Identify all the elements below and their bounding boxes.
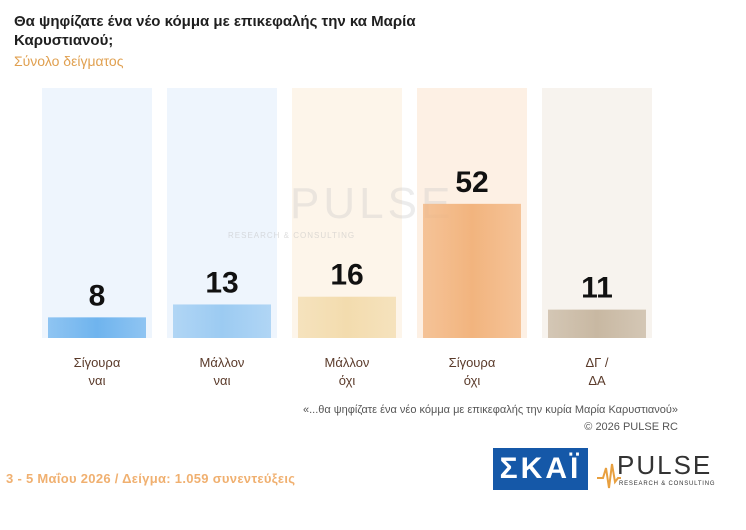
pulse-logo: PULSE RESEARCH & CONSULTING [597, 450, 715, 492]
category-label: όχι [464, 373, 481, 388]
category-label: Σίγουρα [74, 355, 121, 370]
skai-logo: ΣΚΑΪ [493, 448, 588, 490]
bar-3 [423, 203, 521, 338]
bar-value-label: 13 [205, 266, 238, 299]
pulse-wave-icon [597, 463, 621, 489]
skai-logo-text: ΣΚΑΪ [499, 452, 582, 485]
question-quote: «...θα ψηφίζατε ένα νέο κόμμα με επικεφα… [302, 404, 678, 416]
bar-background-2 [292, 88, 402, 338]
bar-background-0 [42, 88, 152, 338]
survey-footer: 3 - 5 Μαΐου 2026 / Δείγμα: 1.059 συνεντε… [6, 471, 296, 486]
chart-title: Θα ψηφίζατε ένα νέο κόμμα με επικεφαλής … [14, 13, 416, 49]
category-label: ΔΓ / [585, 355, 608, 370]
bar-1 [173, 304, 271, 338]
bar-chart: PULSE RESEARCH & CONSULTING 8Σίγουραναι1… [42, 88, 652, 388]
bar-background-4 [542, 88, 652, 338]
category-label: Μάλλον [200, 355, 245, 370]
category-label: όχι [339, 373, 356, 388]
category-label: Μάλλον [325, 355, 370, 370]
bar-0 [48, 317, 146, 338]
bar-2 [298, 296, 396, 338]
bar-value-label: 11 [581, 272, 613, 305]
watermark-subtext: RESEARCH & CONSULTING [228, 231, 355, 240]
bar-4 [548, 309, 646, 338]
pulse-logo-subtext: RESEARCH & CONSULTING [619, 481, 716, 487]
bar-background-1 [167, 88, 277, 338]
bar-value-label: 16 [330, 259, 363, 292]
chart-subtitle: Σύνολο δείγματος [14, 53, 124, 69]
copyright-note: © 2026 PULSE RC [584, 421, 678, 433]
category-label: ΔΑ [588, 373, 606, 388]
category-label: Σίγουρα [449, 355, 496, 370]
bar-value-label: 52 [455, 166, 488, 199]
pulse-logo-word: PULSE [617, 450, 713, 480]
category-label: ναι [89, 373, 106, 388]
category-label: ναι [214, 373, 231, 388]
bar-value-label: 8 [89, 279, 106, 312]
